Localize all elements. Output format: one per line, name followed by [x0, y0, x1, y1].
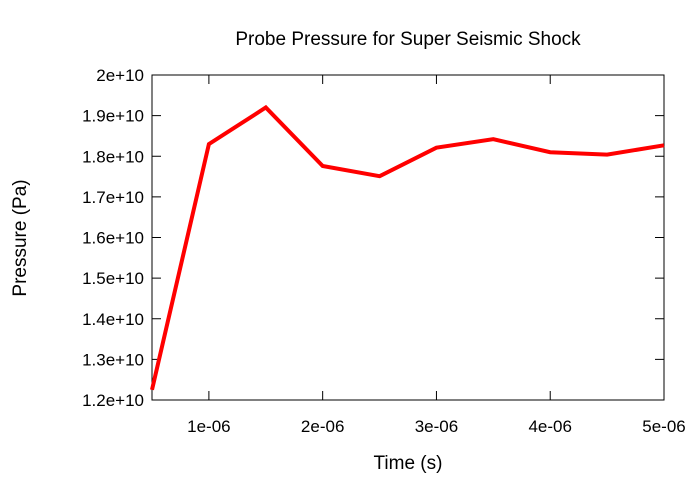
- y-tick-label: 1.4e+10: [82, 310, 144, 329]
- x-tick-label: 3e-06: [415, 417, 458, 436]
- x-tick-label: 2e-06: [301, 417, 344, 436]
- y-tick-label: 2e+10: [96, 66, 144, 85]
- y-tick-label: 1.5e+10: [82, 269, 144, 288]
- y-tick-label: 1.8e+10: [82, 147, 144, 166]
- y-tick-label: 1.2e+10: [82, 391, 144, 410]
- x-tick-label: 1e-06: [187, 417, 230, 436]
- y-tick-label: 1.6e+10: [82, 229, 144, 248]
- y-tick-label: 1.3e+10: [82, 350, 144, 369]
- x-tick-label: 5e-06: [642, 417, 685, 436]
- x-axis-label: Time (s): [374, 453, 443, 474]
- chart-title: Probe Pressure for Super Seismic Shock: [235, 29, 581, 50]
- y-tick-label: 1.9e+10: [82, 107, 144, 126]
- y-tick-label: 1.7e+10: [82, 188, 144, 207]
- plot-frame: [151, 74, 665, 401]
- series-line: [150, 104, 665, 391]
- y-axis-label: Pressure (Pa): [10, 179, 31, 296]
- x-tick-label: 4e-06: [528, 417, 571, 436]
